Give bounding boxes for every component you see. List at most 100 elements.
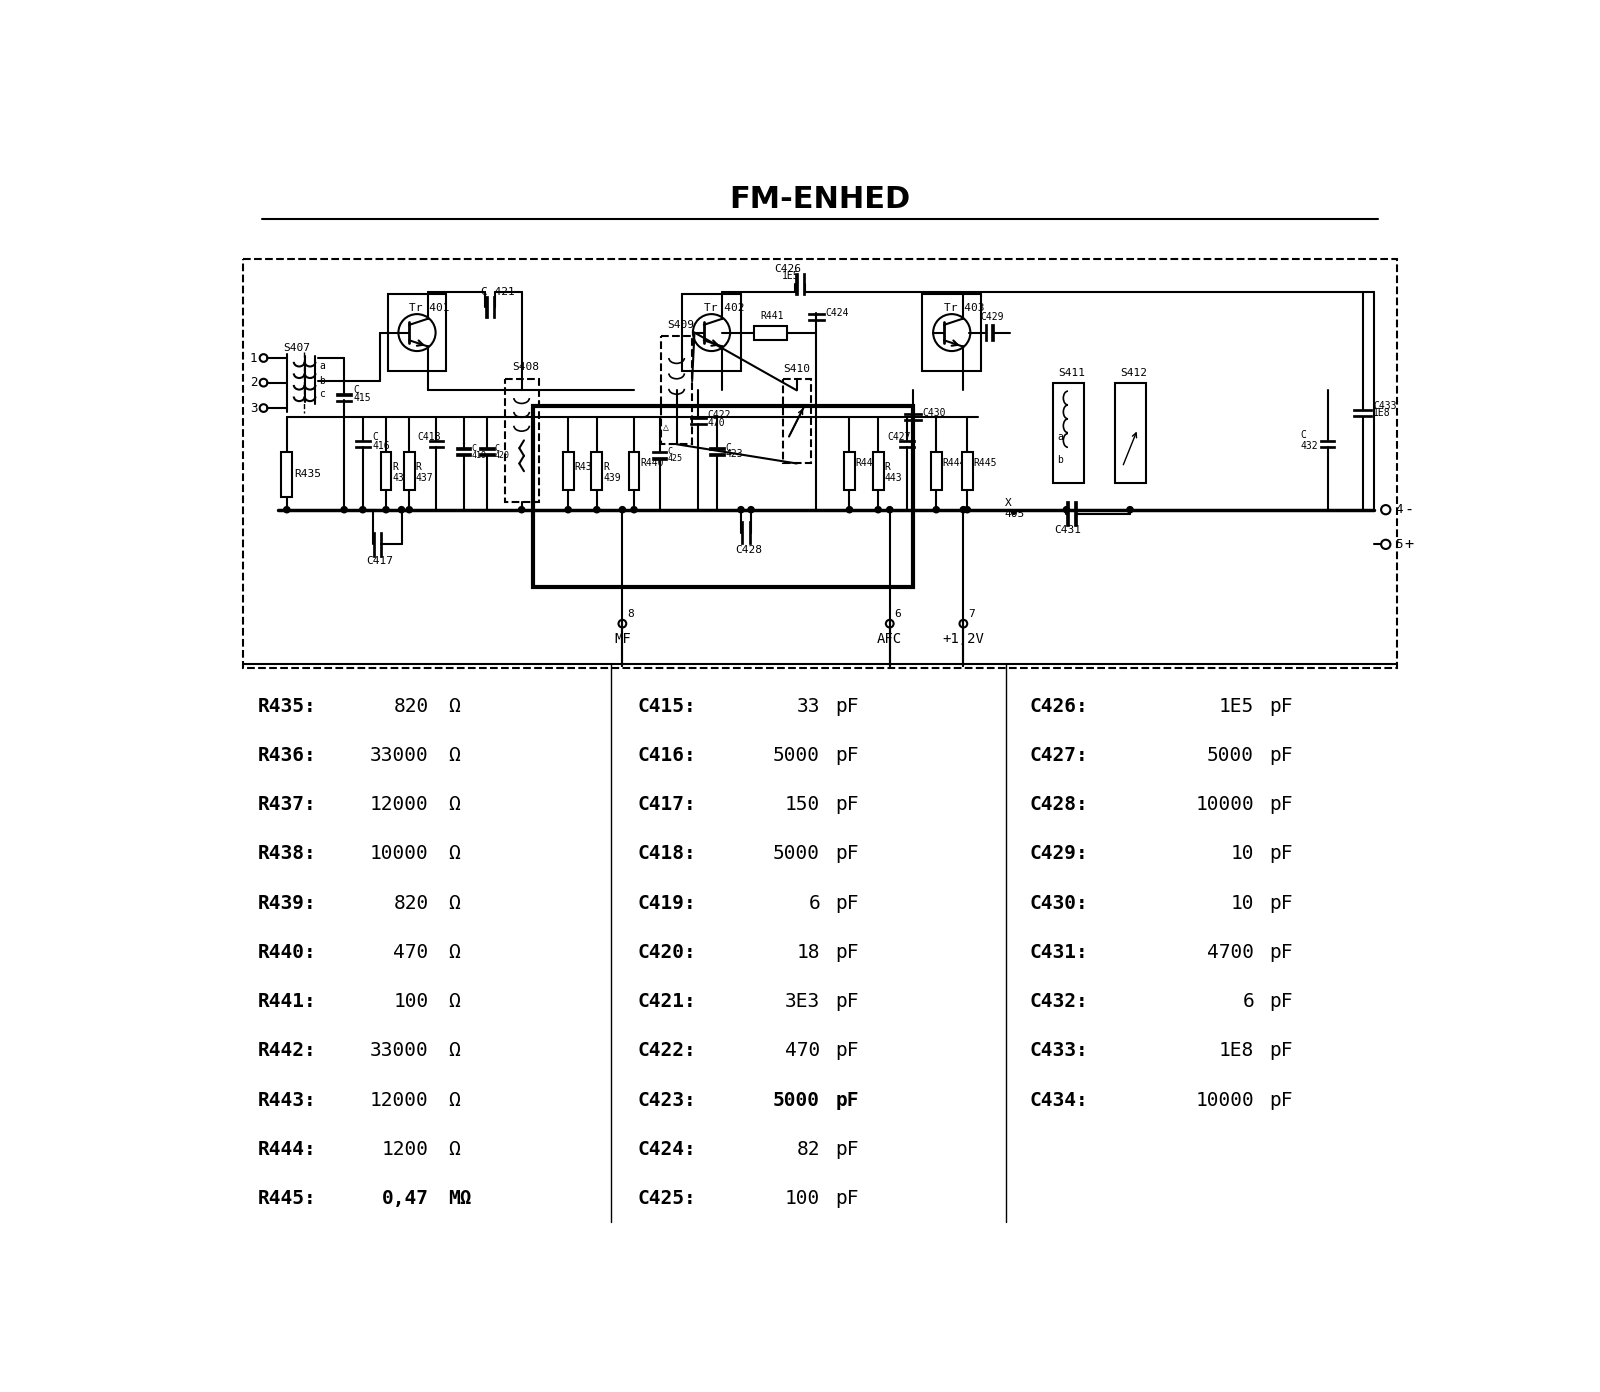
Text: 10: 10: [1230, 894, 1254, 913]
Text: C418: C418: [418, 432, 440, 441]
Text: 416: 416: [373, 441, 390, 451]
Text: 436: 436: [392, 473, 410, 483]
Text: 405: 405: [1005, 508, 1024, 519]
Circle shape: [382, 507, 389, 512]
Bar: [651, 451, 667, 454]
Text: R445:: R445:: [258, 1189, 317, 1208]
Text: 10000: 10000: [370, 845, 429, 863]
Bar: [709, 447, 725, 450]
Text: R445: R445: [973, 458, 997, 469]
Bar: [381, 452, 392, 490]
Bar: [629, 452, 640, 490]
Text: 3: 3: [250, 401, 258, 415]
Circle shape: [1064, 507, 1069, 512]
Text: R437:: R437:: [258, 795, 317, 814]
Text: FM-ENHED: FM-ENHED: [730, 185, 910, 214]
Text: C431: C431: [1054, 526, 1082, 536]
Text: R438:: R438:: [258, 845, 317, 863]
Text: 100: 100: [394, 992, 429, 1011]
Text: 419: 419: [472, 451, 486, 459]
Circle shape: [398, 507, 405, 512]
Bar: [243, 259, 1397, 668]
Text: pF: pF: [1269, 795, 1293, 814]
Text: S408: S408: [512, 362, 539, 372]
Text: R443:: R443:: [258, 1091, 317, 1109]
Text: Ω: Ω: [448, 1091, 459, 1109]
Text: 420: 420: [494, 451, 509, 459]
Text: Tr 401: Tr 401: [410, 303, 450, 313]
Text: pF: pF: [835, 1189, 859, 1208]
Text: 1: 1: [250, 352, 258, 365]
Text: 470: 470: [394, 942, 429, 962]
Text: 33000: 33000: [370, 746, 429, 764]
Bar: [962, 452, 973, 490]
Text: S407: S407: [283, 342, 310, 354]
Bar: [899, 445, 915, 448]
Text: 150: 150: [784, 795, 819, 814]
Circle shape: [846, 507, 853, 512]
Text: pF: pF: [835, 696, 859, 715]
Text: R440:: R440:: [258, 942, 317, 962]
Text: 7: 7: [968, 610, 974, 619]
Bar: [429, 440, 445, 441]
Bar: [749, 521, 750, 544]
Bar: [373, 532, 374, 557]
Bar: [922, 294, 981, 372]
Text: C422: C422: [707, 411, 731, 420]
Text: pF: pF: [835, 1041, 859, 1061]
Bar: [403, 452, 414, 490]
Bar: [456, 454, 472, 455]
Text: 1E5: 1E5: [782, 271, 800, 281]
Bar: [872, 452, 883, 490]
Bar: [355, 445, 371, 448]
Bar: [456, 447, 472, 450]
Text: Ω: Ω: [448, 894, 459, 913]
Text: R438: R438: [574, 462, 598, 472]
Text: Ω: Ω: [448, 795, 459, 814]
Text: 443: 443: [885, 473, 902, 483]
Bar: [336, 394, 352, 395]
Text: 33000: 33000: [370, 1041, 429, 1061]
Bar: [690, 423, 707, 425]
Text: pF: pF: [835, 942, 859, 962]
Text: R: R: [885, 462, 890, 472]
Text: pF: pF: [1269, 746, 1293, 764]
Text: 12000: 12000: [370, 1091, 429, 1109]
Text: 820: 820: [394, 894, 429, 913]
Text: pF: pF: [835, 894, 859, 913]
Circle shape: [594, 507, 600, 512]
Bar: [904, 419, 922, 422]
Text: C431:: C431:: [1029, 942, 1088, 962]
Text: 3E3: 3E3: [784, 992, 819, 1011]
Text: C429:: C429:: [1029, 845, 1088, 863]
Bar: [754, 326, 787, 340]
Bar: [1320, 440, 1336, 441]
Bar: [1074, 501, 1077, 526]
Text: C428:: C428:: [1029, 795, 1088, 814]
Text: 0,47: 0,47: [382, 1189, 429, 1208]
Text: C433:: C433:: [1029, 1041, 1088, 1061]
Text: S409: S409: [667, 320, 694, 330]
Bar: [533, 405, 914, 586]
Text: C427:: C427:: [1029, 746, 1088, 764]
Text: 470: 470: [784, 1041, 819, 1061]
Circle shape: [933, 507, 939, 512]
Text: R440: R440: [640, 458, 664, 469]
Text: Ω: Ω: [448, 942, 459, 962]
Text: C421:: C421:: [638, 992, 696, 1011]
Text: Ω: Ω: [448, 1140, 459, 1160]
Text: 415: 415: [354, 393, 371, 404]
Circle shape: [747, 507, 754, 512]
Text: pF: pF: [1269, 942, 1293, 962]
Text: C418:: C418:: [638, 845, 696, 863]
Text: Ω: Ω: [448, 696, 459, 715]
Bar: [478, 447, 494, 450]
Text: 1E8: 1E8: [1219, 1041, 1254, 1061]
Circle shape: [630, 507, 637, 512]
Bar: [741, 521, 744, 544]
Text: C426: C426: [774, 263, 802, 274]
Text: C420:: C420:: [638, 942, 696, 962]
Text: 33: 33: [797, 696, 819, 715]
Text: 1E8: 1E8: [1373, 408, 1390, 419]
Bar: [682, 294, 741, 372]
